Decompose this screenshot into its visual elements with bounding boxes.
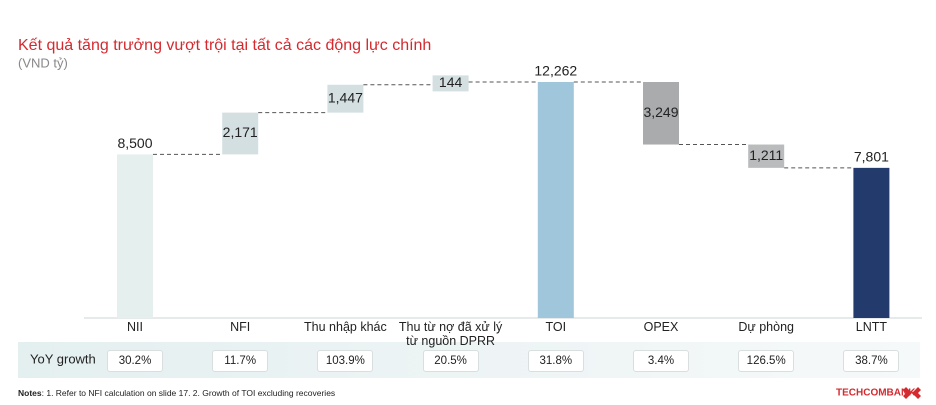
value-label: 1,447 bbox=[328, 89, 363, 105]
bar bbox=[537, 82, 574, 318]
growth-value: 11.7% bbox=[212, 350, 269, 372]
bar bbox=[222, 112, 259, 155]
x-tick-label: TOI bbox=[545, 320, 567, 334]
growth-value: 30.2% bbox=[107, 350, 163, 372]
value-label: 1,211 bbox=[749, 147, 783, 163]
notes-text: : 1. Refer to NFI calculation on slide 1… bbox=[42, 388, 336, 398]
logo-text: TECHCOMBANK bbox=[836, 388, 916, 399]
x-tick-label: Dự phòng bbox=[738, 320, 794, 334]
value-label: 144 bbox=[439, 74, 463, 90]
chart-title: Kết quả tăng trưởng vượt trội tại tất cả… bbox=[18, 37, 431, 54]
growth-value: 103.9% bbox=[317, 350, 374, 372]
x-tick-label: OPEX bbox=[643, 320, 679, 334]
x-tick-label: LNTT bbox=[855, 320, 888, 334]
logo: TECHCOMBANK bbox=[836, 387, 921, 399]
growth-value: 126.5% bbox=[738, 350, 795, 372]
growth-value: 38.7% bbox=[843, 350, 900, 372]
value-label: 2,171 bbox=[223, 124, 258, 140]
growth-value: 3.4% bbox=[633, 350, 689, 372]
logo-icon bbox=[903, 387, 921, 399]
growth-value: 31.8% bbox=[527, 350, 584, 372]
label-bg bbox=[432, 75, 469, 92]
value-label: 12,262 bbox=[534, 63, 577, 79]
notes: Notes: 1. Refer to NFI calculation on sl… bbox=[18, 388, 335, 398]
notes-label: Notes bbox=[18, 388, 42, 398]
bar bbox=[117, 154, 153, 318]
bar bbox=[643, 82, 679, 145]
growth-label: YoY growth bbox=[30, 351, 96, 366]
value-label: 8,500 bbox=[117, 135, 152, 151]
growth-value: 20.5% bbox=[422, 350, 479, 372]
x-tick-label: NFI bbox=[230, 320, 251, 334]
bar bbox=[327, 84, 364, 113]
x-tick-label: NII bbox=[127, 320, 143, 334]
bar bbox=[853, 167, 890, 318]
bar bbox=[748, 144, 785, 168]
x-tick-label: Thu nhập khác bbox=[304, 320, 387, 334]
value-label: 3,249 bbox=[643, 104, 678, 120]
value-label: 7,801 bbox=[854, 149, 889, 165]
x-tick-label: Thu từ nợ đã xử lý từ nguồn DPRR bbox=[398, 320, 503, 348]
chart-subtitle: (VND tỷ) bbox=[18, 55, 68, 70]
